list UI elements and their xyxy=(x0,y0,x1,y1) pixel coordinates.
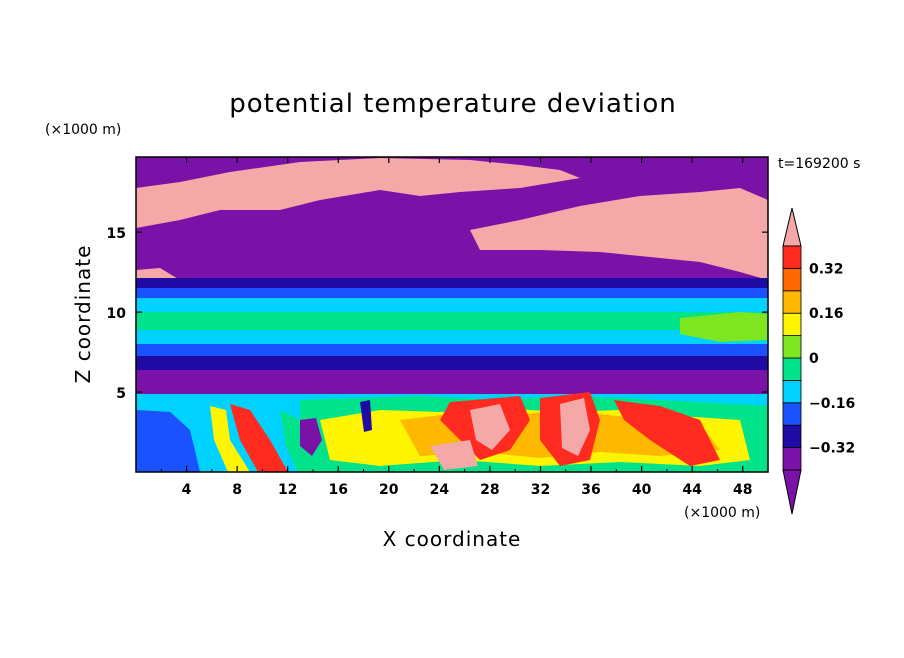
x-tick-label: 48 xyxy=(733,482,752,498)
colorbar-extend-top xyxy=(782,207,802,247)
colorbar-bin xyxy=(782,267,802,292)
colorbar: 0.32 0.16 0 −0.16 −0.32 xyxy=(782,207,855,515)
contour-bl-pink-2 xyxy=(560,398,590,456)
y-axis-label: Z coordinate xyxy=(71,245,95,384)
contour-bl-pink-3 xyxy=(430,440,478,470)
contour-band-blue-2 xyxy=(136,344,768,356)
contour-band-cyan-2 xyxy=(136,330,768,344)
colorbar-bin xyxy=(782,424,802,449)
x-tick-label: 20 xyxy=(379,482,399,498)
colorbar-label: 0 xyxy=(809,351,819,367)
contour-band-navy-top xyxy=(136,278,768,288)
x-tick-label: 44 xyxy=(682,482,702,498)
x-tick-label: 16 xyxy=(328,482,347,498)
y-tick-label: 15 xyxy=(107,226,126,242)
x-tick-label: 40 xyxy=(632,482,652,498)
contour-upper-pink-right xyxy=(470,188,768,280)
x-tick-label: 32 xyxy=(531,482,550,498)
colorbar-extend-bottom xyxy=(782,469,802,515)
y-axis: 5 10 15 xyxy=(107,226,768,402)
x-axis: 4 8 12 16 20 24 28 32 36 40 44 48 xyxy=(160,157,752,498)
contour-field xyxy=(136,157,768,472)
time-label: t=169200 s xyxy=(778,156,860,172)
colorbar-bin xyxy=(782,447,802,471)
contour-band-green xyxy=(136,312,768,330)
contour-band-purple-low xyxy=(136,370,768,394)
x-tick-label: 4 xyxy=(182,482,192,498)
y-tick-label: 10 xyxy=(107,306,127,322)
colorbar-bin xyxy=(782,402,802,426)
x-tick-label: 8 xyxy=(232,482,242,498)
contour-plume-2 xyxy=(210,406,250,472)
contour-bl-pink-1 xyxy=(470,404,510,450)
x-tick-label: 28 xyxy=(480,482,499,498)
contour-bl-blue-left xyxy=(136,410,200,472)
contour-bl-red-3 xyxy=(614,400,720,466)
x-tick-label: 36 xyxy=(581,482,600,498)
contour-band-cyan-1 xyxy=(136,298,768,312)
colorbar-label: −0.32 xyxy=(809,441,855,457)
colorbar-label: 0.16 xyxy=(809,306,844,322)
colorbar-bin xyxy=(782,379,802,404)
x-axis-label: X coordinate xyxy=(383,527,522,551)
contour-band-blue-1 xyxy=(136,288,768,298)
colorbar-bin xyxy=(782,245,802,269)
x-tick-label: 12 xyxy=(278,482,297,498)
x-tick-label: 24 xyxy=(430,482,450,498)
plot-frame xyxy=(135,156,769,473)
contour-upper-pink-band xyxy=(136,158,580,228)
colorbar-label: 0.32 xyxy=(809,261,844,277)
contour-band-navy-bottom xyxy=(136,356,768,370)
colorbar-label: −0.16 xyxy=(809,396,855,412)
contour-plume-4 xyxy=(300,418,322,456)
colorbar-bin xyxy=(782,312,802,337)
contour-plume-5 xyxy=(360,400,372,432)
x-units-label: (×1000 m) xyxy=(684,505,760,521)
y-tick-label: 5 xyxy=(116,386,126,402)
colorbar-bin xyxy=(782,290,802,314)
contour-plume-1 xyxy=(230,404,288,472)
colorbar-bin xyxy=(782,357,802,381)
chart-title: potential temperature deviation xyxy=(229,89,676,119)
contour-lightgreen-right xyxy=(680,312,768,342)
y-units-label: (×1000 m) xyxy=(45,122,121,138)
colorbar-bin xyxy=(782,335,802,359)
